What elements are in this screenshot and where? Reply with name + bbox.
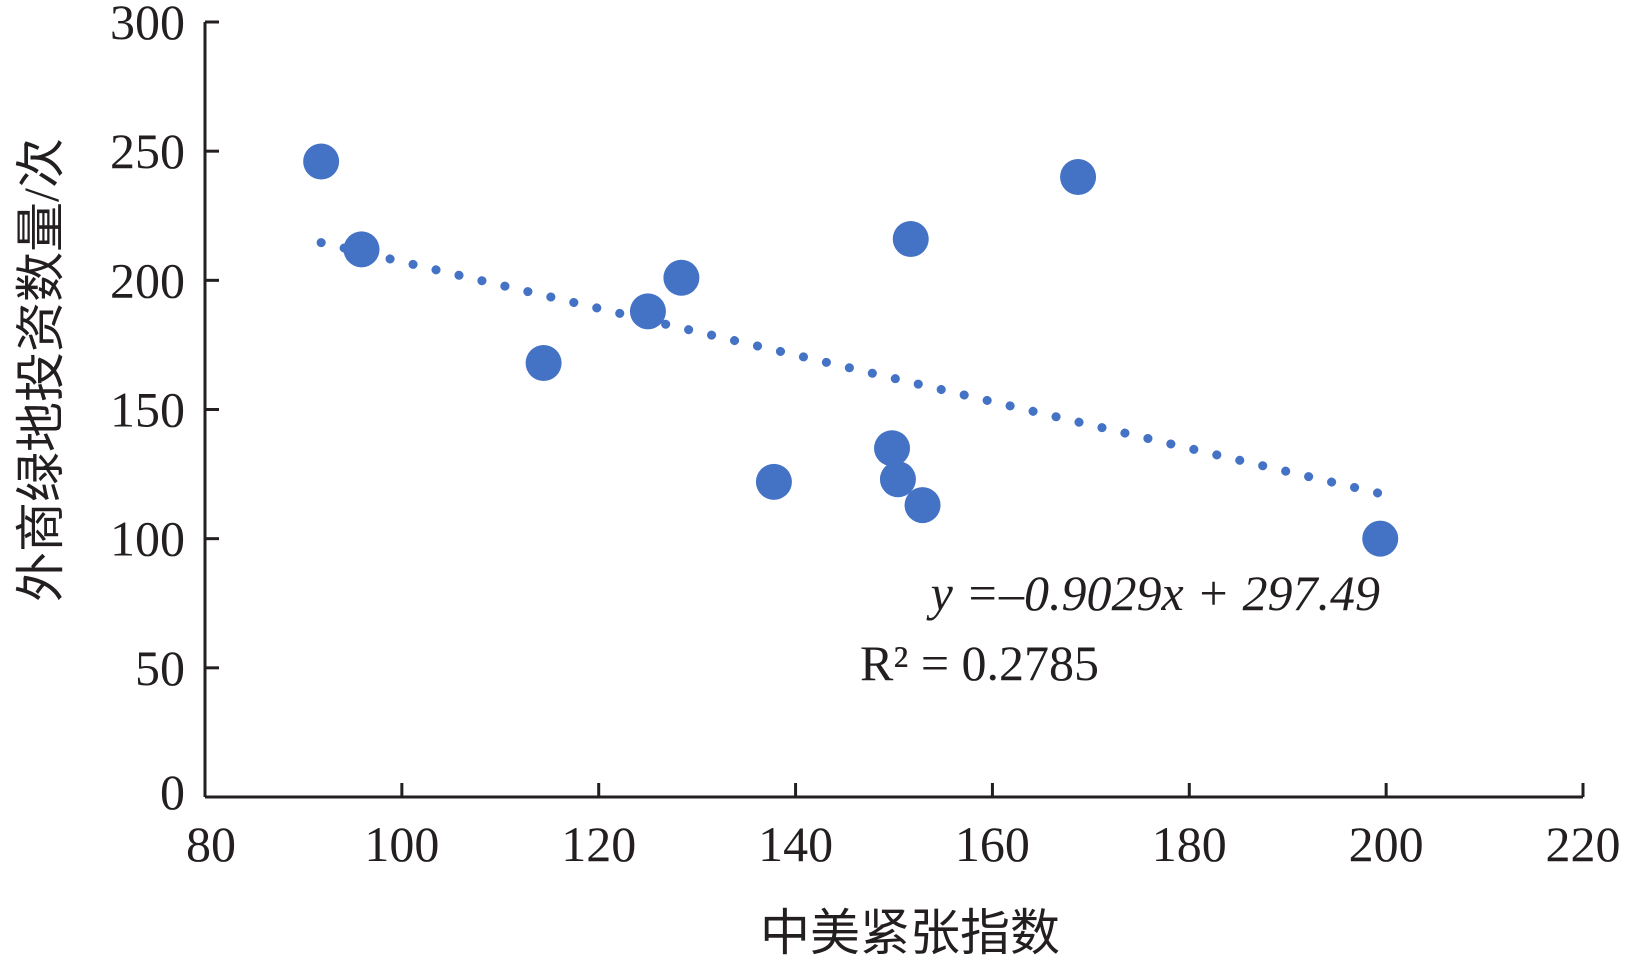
data-points [303, 143, 1399, 557]
x-axis-label: 中美紧张指数 [760, 905, 1060, 961]
y-tick-label: 0 [160, 764, 185, 820]
y-tick-label: 300 [110, 0, 185, 50]
data-point [874, 430, 911, 467]
r-squared-label: R² = 0.2785 [860, 635, 1099, 691]
y-tick-label: 150 [110, 382, 185, 438]
data-point [879, 461, 916, 498]
trendline [316, 238, 1385, 499]
y-tick-label: 100 [110, 511, 185, 567]
axes: 80 100 120 140 160 180 200 220 0 50 100 150 200 250 30… [110, 0, 1621, 872]
equation-label: y =–0.9029x + 297.49 [926, 565, 1380, 621]
x-tick-label: 140 [758, 816, 833, 872]
y-axis-label: 外商绿地投资数量/次 [13, 138, 69, 602]
data-point [1362, 520, 1399, 557]
x-tick-label: 200 [1349, 816, 1424, 872]
x-tick-label: 80 [186, 816, 236, 872]
x-tick-label: 120 [561, 816, 636, 872]
data-point [525, 345, 562, 381]
x-tick-label: 180 [1152, 816, 1227, 872]
trendline-path [316, 238, 1385, 499]
data-point [303, 143, 340, 180]
x-tick-label: 100 [364, 816, 439, 872]
data-point [663, 259, 700, 296]
data-point [904, 487, 941, 524]
x-tick-label: 160 [955, 816, 1030, 872]
data-point [755, 463, 792, 500]
data-point [892, 221, 929, 257]
y-tick-label: 250 [110, 123, 185, 179]
y-tick-label: 200 [110, 252, 185, 308]
data-point [343, 231, 380, 268]
x-tick-label: 220 [1546, 816, 1621, 872]
data-point [629, 293, 666, 330]
data-point [1060, 159, 1097, 195]
y-tick-label: 50 [135, 640, 185, 696]
